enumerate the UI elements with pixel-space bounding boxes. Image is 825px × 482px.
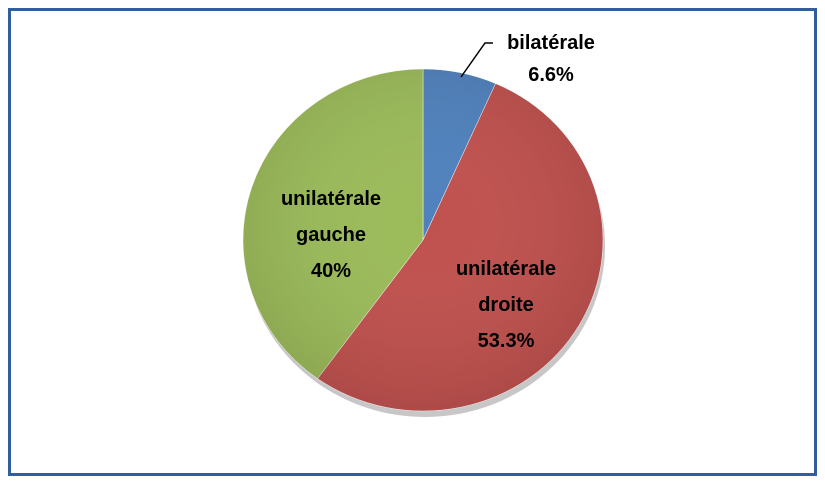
category-name: unilatérale droite bbox=[455, 258, 557, 316]
slice-label: unilatérale droite 53.3% bbox=[431, 251, 581, 359]
category-name: unilatérale gauche bbox=[280, 188, 382, 246]
value-label: 53.3% bbox=[477, 330, 535, 352]
category-name: bilatérale bbox=[507, 32, 595, 54]
leader-line bbox=[460, 42, 493, 78]
chart-frame: bilatérale 6.6% unilatérale droite 53.3% uni… bbox=[8, 8, 817, 476]
value-label: 40% bbox=[310, 260, 352, 282]
chart bbox=[242, 42, 605, 417]
slice-label: bilatérale 6.6% bbox=[481, 25, 621, 89]
slice-label: unilatérale gauche 40% bbox=[256, 181, 406, 289]
value-label: 6.6% bbox=[528, 64, 574, 86]
